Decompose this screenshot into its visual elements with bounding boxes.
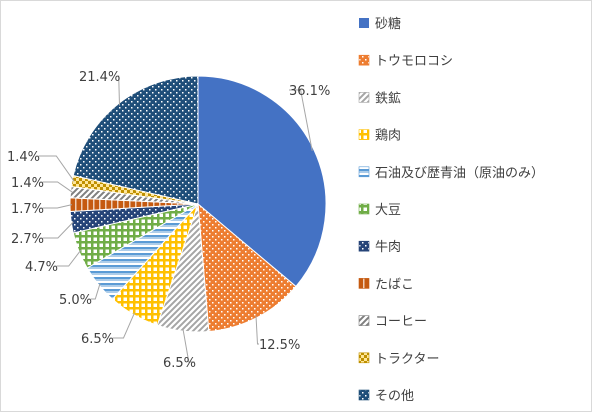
pie-slice	[72, 75, 199, 205]
legend-label: 砂糖	[375, 16, 401, 32]
leader-line	[42, 221, 74, 239]
data-label: 6.5%	[163, 356, 196, 371]
legend-label: 鶏肉	[375, 129, 401, 144]
leader-line	[42, 204, 73, 209]
legend-swatch	[358, 92, 370, 103]
legend-swatch	[359, 18, 369, 28]
data-label: 21.4%	[79, 70, 120, 85]
legend-swatch	[358, 278, 370, 289]
legend-label: 大豆	[375, 203, 401, 218]
data-label: 5.0%	[59, 293, 92, 308]
legend-swatch	[358, 129, 370, 140]
leader-line	[112, 312, 135, 339]
legend-label: 牛肉	[375, 240, 401, 255]
legend-label: 石油及び歴青油（原油のみ）	[375, 166, 544, 181]
data-label: 1.4%	[11, 176, 44, 191]
legend-swatch	[358, 166, 370, 178]
legend-swatch	[358, 389, 370, 401]
leader-line	[118, 75, 120, 106]
data-label: 1.7%	[11, 202, 44, 217]
legend-label: コーヒー	[375, 315, 427, 330]
leader-line	[42, 181, 73, 193]
leader-line	[56, 249, 82, 267]
legend-swatch	[358, 315, 370, 326]
data-label: 4.7%	[25, 260, 58, 275]
legend-swatch	[358, 240, 370, 252]
leader-line	[289, 89, 313, 151]
legend-swatch	[358, 352, 370, 364]
pie-slice	[197, 75, 327, 288]
legend-swatch	[358, 203, 370, 215]
data-label: 1.4%	[7, 150, 40, 165]
legend-swatch	[358, 54, 370, 66]
data-label: 6.5%	[81, 332, 114, 347]
legend-label: たばこ	[375, 277, 414, 292]
legend-label: その他	[375, 389, 414, 404]
data-label: 12.5%	[259, 338, 300, 353]
leader-line	[182, 329, 195, 363]
leader-line	[90, 283, 101, 300]
leader-line	[255, 315, 259, 345]
legend-label: トラクター	[375, 352, 439, 367]
legend-label: 鉄鉱	[375, 90, 401, 106]
data-label: 2.7%	[11, 232, 44, 247]
leader-line	[38, 155, 75, 182]
pie-slice	[197, 202, 297, 333]
legend-label: トウモロコシ	[375, 54, 453, 69]
data-label: 36.1%	[289, 84, 330, 99]
